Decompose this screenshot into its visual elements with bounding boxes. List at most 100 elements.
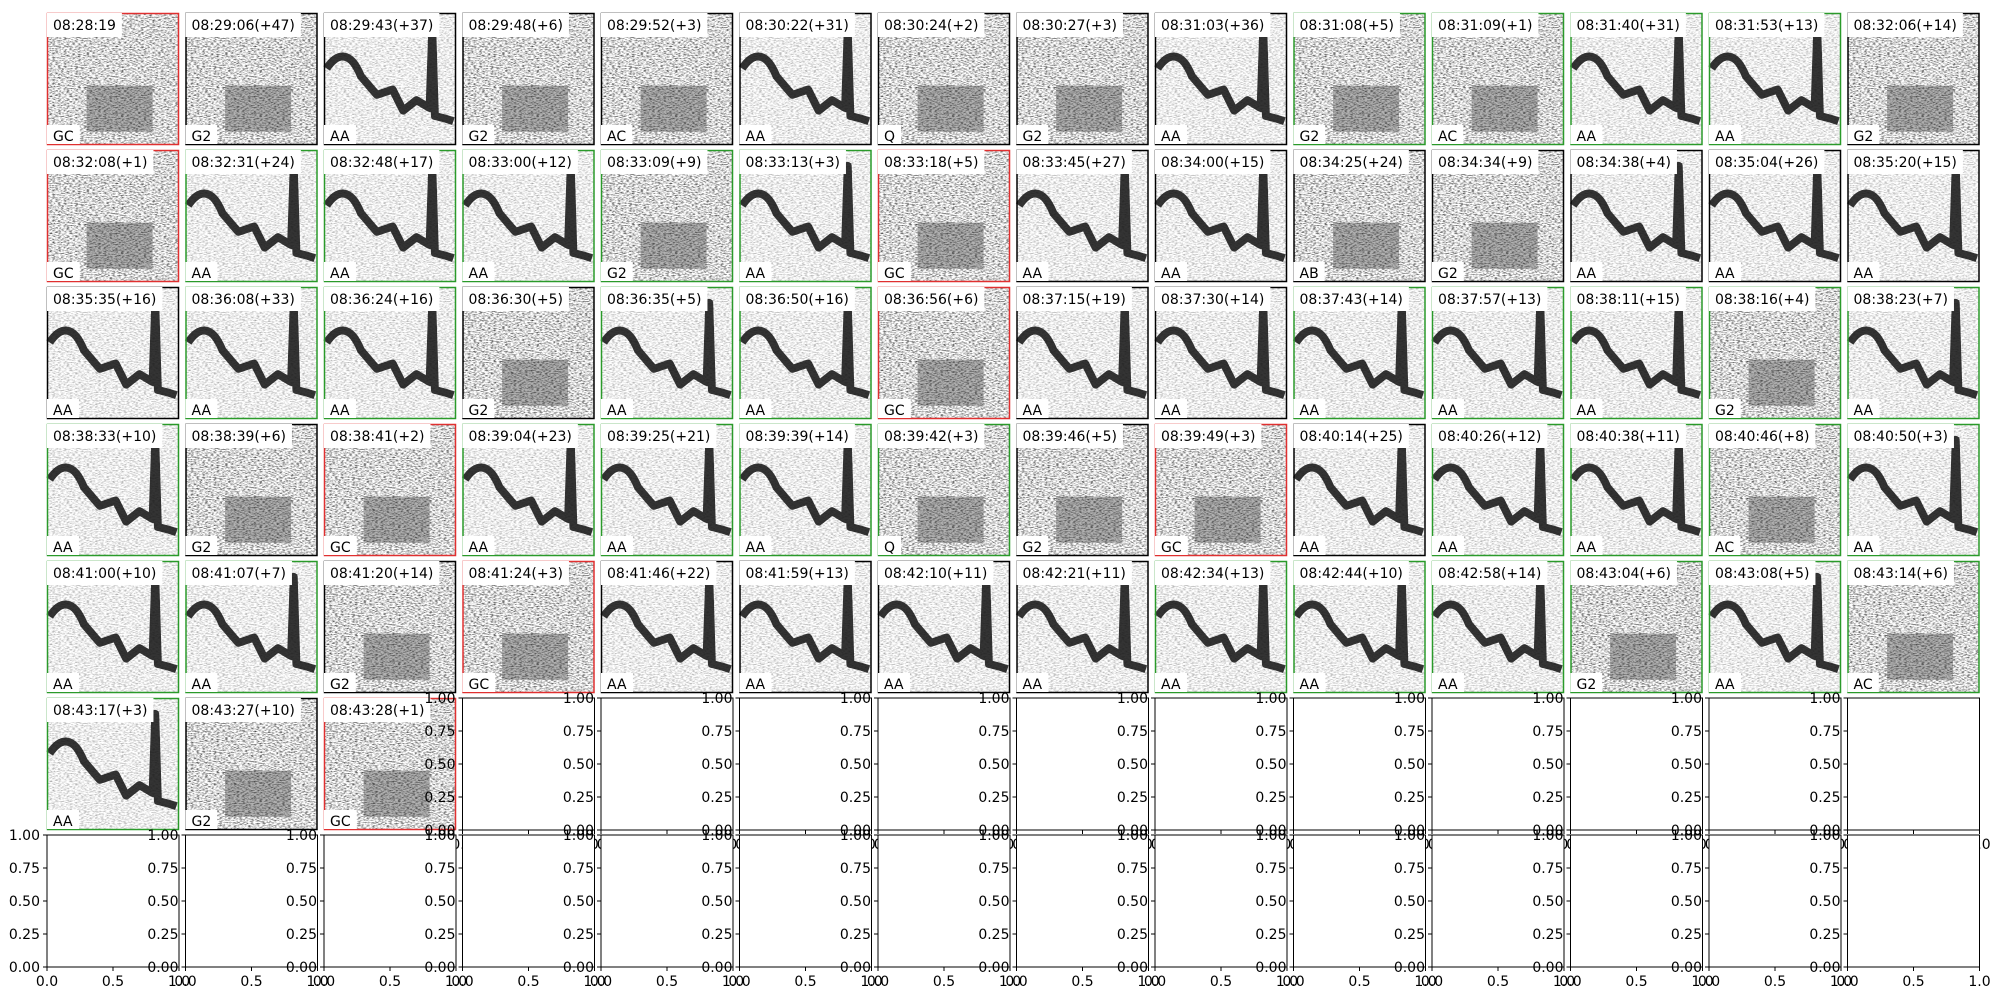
panel-label: G2 [1577,677,1597,693]
panel-time-bg [1570,561,1677,585]
panel-time-bg [739,287,855,311]
spectrogram-panel: 08:38:41(+2) GC [323,423,457,557]
panel-label-bg [462,125,495,144]
panel-label-bg [47,673,79,692]
panel-label: AA [192,403,212,419]
y-tick-label: 0.25 [1117,927,1148,943]
spectrogram-panel: 08:31:03(+36) AA [1154,12,1288,146]
call-contour [1846,298,1979,399]
empty-axes: 0.00 0.25 0.50 0.75 1.00 0.0 0.5 1.0 [1532,828,1713,990]
panel-time-bg [462,150,578,174]
axes-frame [1570,834,1703,968]
panel-time: 08:38:33(+10) [53,429,156,445]
panel-label-bg [462,262,495,281]
panel-time-bg [185,698,301,722]
panel-time: 08:37:43(+14) [1300,292,1403,308]
panel-time: 08:30:27(+3) [1023,18,1117,34]
panel-time: 08:41:20(+14) [330,566,433,582]
y-tick-label: 0.00 [1671,960,1702,976]
x-tick-label: 0.0 [867,974,889,990]
spectrogram-panel: 08:30:22(+31) AA [738,12,872,146]
call-contour [46,435,178,536]
call-block [640,222,707,269]
call-contour [600,435,732,536]
y-tick-label: 1.00 [286,828,317,844]
spectrogram-panel: 08:38:16(+4) G2 [1708,286,1842,420]
y-tick-label: 0.25 [147,927,178,943]
panel-time: 08:33:45(+27) [1023,155,1126,171]
panel-label-bg [324,673,356,692]
call-block [917,222,984,269]
panel-time-bg [878,13,985,37]
y-tick-label: 0.25 [1809,927,1840,943]
call-contour [1154,24,1286,125]
panel-time: 08:39:46(+5) [1023,429,1117,445]
empty-axes: 0.00 0.25 0.50 0.75 1.00 0.0 0.5 1.0 [424,828,605,990]
spectrogram-panel: 08:43:17(+3) AA [46,697,180,831]
spectrogram-panel: 08:39:49(+3) GC [1154,423,1288,557]
panel-label-bg [47,399,79,418]
y-tick-label: 0.50 [147,894,178,910]
spectrogram-panel: 08:36:35(+5) AA [600,286,734,420]
x-tick-label: 0.0 [728,974,750,990]
call-block [917,496,984,543]
panel-label: GC [330,540,351,556]
panel-label-bg [185,399,218,418]
y-tick-label: 0.25 [1671,790,1702,806]
y-tick-label: 0.75 [840,724,871,740]
y-tick-label: 0.25 [1809,790,1840,806]
y-tick-label: 0.25 [978,790,1009,806]
panel-label: AA [53,677,73,693]
x-tick-label: 1.0 [306,974,328,990]
y-tick-label: 0.25 [424,790,455,806]
panel-label: AA [1577,266,1597,282]
spectrogram-panel: 08:40:26(+12) AA [1431,423,1565,557]
panel-label: AA [1023,266,1043,282]
panel-label: GC [53,266,74,282]
axes-frame [1431,834,1565,968]
panel-time: 08:42:58(+14) [1438,566,1541,582]
call-block [1748,496,1815,543]
panel-time: 08:29:52(+3) [607,18,701,34]
empty-axes: 0.00 0.25 0.50 0.75 1.00 0.0 0.5 1.0 [1394,828,1575,990]
axes-frame [1293,834,1426,968]
panel-label: AA [1161,129,1181,145]
panel-label: AC [1854,677,1873,693]
x-tick-label: 1.0 [1553,974,1575,990]
spectrogram-panel: 08:30:24(+2) Q [877,12,1011,146]
y-tick-label: 0.50 [1809,757,1840,773]
spectrogram-panel: 08:39:39(+14) AA [738,423,872,557]
panel-label: AA [746,129,766,145]
panel-label-bg [1016,262,1049,281]
x-tick-label: 0.0 [1421,974,1443,990]
panel-label-bg [185,673,218,692]
x-tick-label: 0.0 [451,974,473,990]
y-tick-label: 0.00 [1394,960,1425,976]
panel-time: 08:42:44(+10) [1300,566,1403,582]
panel-label-bg [1847,673,1879,692]
panel-label-bg [1847,399,1880,418]
call-block [1056,85,1123,132]
y-tick-label: 0.00 [147,960,178,976]
y-tick-label: 0.75 [1671,724,1702,740]
panel-time-bg [878,287,985,311]
panel-label-bg [1570,536,1603,555]
axes-frame [1154,834,1288,968]
panel-label: GC [884,403,905,419]
empty-axes: 0.00 0.25 0.50 0.75 1.00 0.0 0.5 1.0 [701,828,882,990]
call-block [363,770,430,817]
panel-label: AA [746,403,766,419]
panel-time-bg [601,287,708,311]
axes-frame [1708,697,1842,831]
call-block [502,633,569,680]
y-tick-label: 1.00 [1671,691,1702,707]
y-tick-label: 1.00 [1671,828,1702,844]
spectrogram-panel: 08:37:15(+19) AA [1015,286,1149,420]
y-tick-label: 0.75 [701,724,732,740]
y-tick-label: 0.50 [563,894,594,910]
panel-label-bg [324,399,356,418]
call-contour [46,709,178,810]
y-tick-label: 1.00 [563,691,594,707]
spectrogram-panel: 08:37:30(+14) AA [1154,286,1288,420]
panel-time-bg [1570,424,1686,448]
